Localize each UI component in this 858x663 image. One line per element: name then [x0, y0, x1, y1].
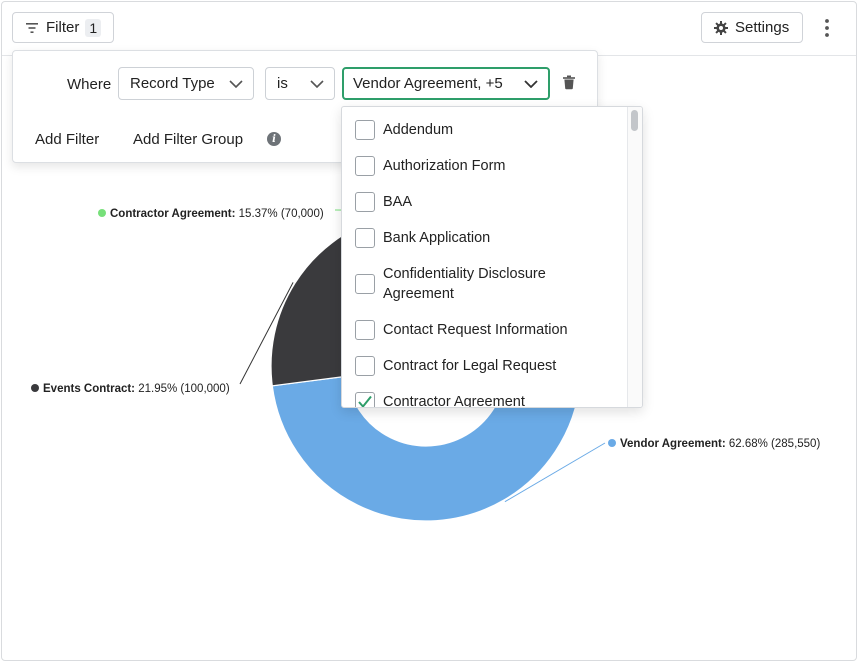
scrollbar[interactable]: [627, 107, 642, 407]
option-label: Authorization Form: [383, 158, 506, 174]
filter-icon: [26, 22, 38, 33]
value-multiselect-value: Vendor Agreement, +5: [353, 75, 503, 92]
gear-icon: [714, 20, 728, 35]
option-bank-application[interactable]: Bank Application: [342, 228, 628, 248]
checkmark-icon: [357, 395, 372, 407]
chevron-down-icon: [229, 79, 243, 88]
option-contract-for-legal-request[interactable]: Contract for Legal Request: [342, 356, 628, 376]
legend-dot: [608, 439, 616, 447]
filter-button-label: Filter: [46, 19, 80, 36]
option-addendum[interactable]: Addendum: [342, 120, 628, 140]
data-label-name: Vendor Agreement:: [620, 438, 726, 450]
checkbox[interactable]: [355, 228, 375, 248]
operator-select-value: is: [277, 75, 288, 92]
checkbox[interactable]: [355, 120, 375, 140]
option-label: Contract for Legal Request: [383, 358, 557, 374]
option-label: BAA: [383, 194, 413, 210]
option-authorization-form[interactable]: Authorization Form: [342, 156, 628, 176]
checkbox[interactable]: [355, 156, 375, 176]
data-label: Events Contract: 21.95% (100,000): [43, 383, 230, 395]
operator-select[interactable]: is: [265, 67, 335, 100]
option-contractor-agreement[interactable]: Contractor Agreement: [342, 392, 628, 408]
data-label-value: 15.37% (70,000): [235, 208, 323, 220]
option-baa[interactable]: BAA: [342, 192, 628, 212]
checkbox[interactable]: [355, 274, 375, 294]
leader-line: [504, 442, 606, 503]
info-icon[interactable]: i: [267, 132, 281, 146]
data-label: Contractor Agreement: 15.37% (70,000): [110, 208, 324, 220]
filter-button[interactable]: Filter 1: [12, 12, 115, 43]
option-label: Bank Application: [383, 230, 491, 246]
option-confidentiality-disclosure-agreement[interactable]: Confidentiality Disclosure Agreement: [342, 264, 628, 304]
leader-line: [239, 282, 294, 385]
option-label: Addendum: [383, 122, 454, 138]
data-label-value: 62.68% (285,550): [726, 438, 821, 450]
data-label-name: Events Contract:: [43, 383, 135, 395]
add-filter-button[interactable]: Add Filter: [35, 131, 100, 148]
checkbox[interactable]: [355, 356, 375, 376]
checkbox[interactable]: [355, 192, 375, 212]
scrollbar-thumb[interactable]: [631, 110, 638, 131]
option-label: Confidentiality Disclosure Agreement: [383, 266, 546, 302]
settings-button[interactable]: Settings: [701, 12, 804, 43]
field-select[interactable]: Record Type: [118, 67, 254, 100]
checkbox-checked[interactable]: [355, 392, 375, 407]
option-contact-request-information[interactable]: Contact Request Information: [342, 320, 628, 340]
legend-dot: [31, 384, 39, 392]
value-options-dropdown: Addendum Authorization Form BAA Bank App…: [341, 106, 643, 408]
field-select-value: Record Type: [130, 75, 215, 92]
settings-button-label: Settings: [735, 19, 790, 36]
data-label: Vendor Agreement: 62.68% (285,550): [620, 438, 820, 450]
data-label-name: Contractor Agreement:: [110, 208, 235, 220]
delete-filter-icon[interactable]: [562, 75, 576, 91]
where-label: Where: [67, 76, 112, 93]
legend-dot: [98, 209, 106, 217]
chevron-down-icon: [524, 79, 538, 88]
option-label: Contact Request Information: [383, 322, 568, 338]
value-multiselect[interactable]: Vendor Agreement, +5: [342, 67, 550, 100]
chevron-down-icon: [310, 79, 324, 88]
add-filter-group-button[interactable]: Add Filter Group: [133, 131, 244, 148]
option-label: Contractor Agreement: [383, 394, 525, 408]
more-vertical-icon: [825, 19, 829, 37]
checkbox[interactable]: [355, 320, 375, 340]
filter-count-badge: 1: [85, 18, 102, 37]
more-options-button[interactable]: [816, 14, 838, 42]
data-label-value: 21.95% (100,000): [135, 383, 230, 395]
